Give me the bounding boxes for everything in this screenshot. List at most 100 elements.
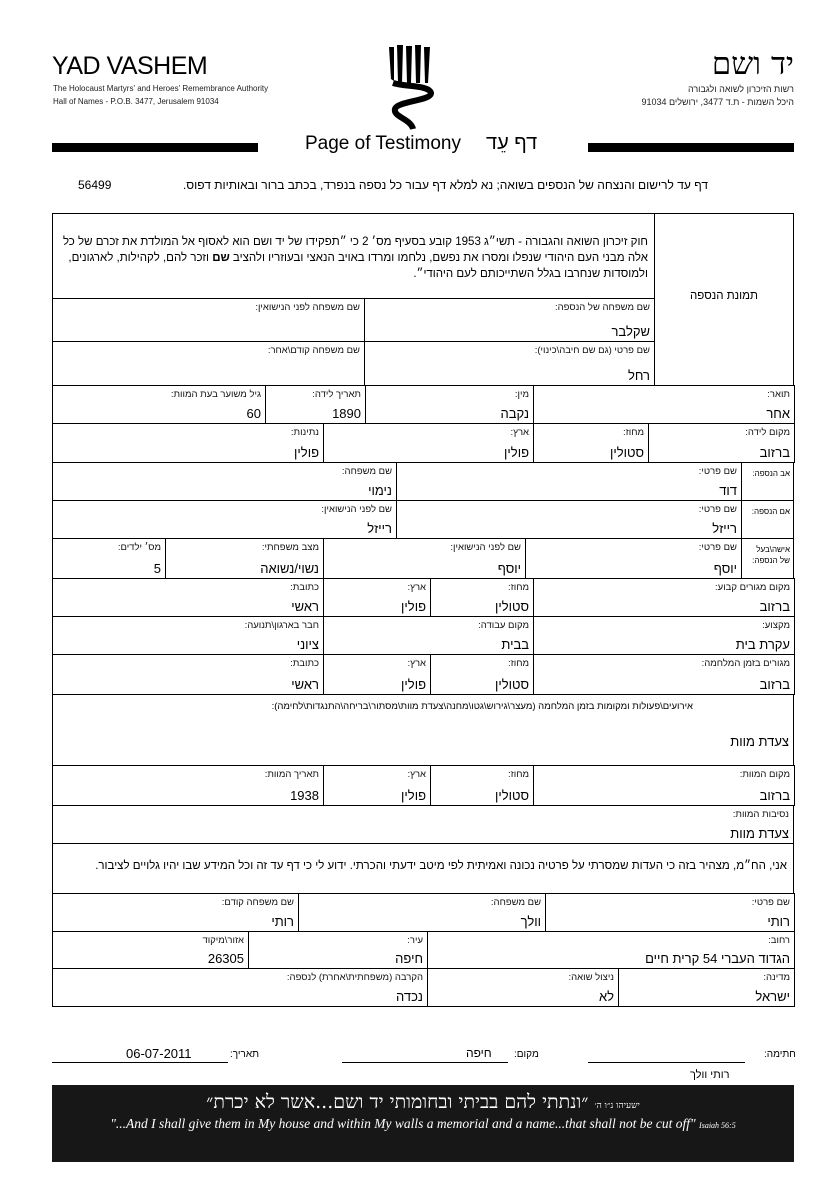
field-label: שם לפני הנישואין: (321, 504, 392, 515)
place-value: חיפה (466, 1046, 492, 1060)
submitter-city-field[interactable]: עיר: חיפה (248, 931, 428, 969)
residence-district-field[interactable]: מחוז: סטולין (430, 578, 534, 617)
field-value: ראשי (291, 677, 319, 692)
death-district-field[interactable]: מחוז: סטולין (430, 765, 534, 806)
victim-surname-field[interactable]: שם משפחה של הנספה: שקלבר (364, 298, 655, 342)
field-value: סטולין (494, 599, 529, 614)
field-value: סטולין (494, 788, 529, 803)
date-line[interactable] (52, 1061, 228, 1063)
field-label: מחוז: (508, 582, 529, 593)
victim-title-field[interactable]: תואר: אחר (533, 385, 795, 424)
field-label: שם פרטי: (698, 466, 737, 477)
residence-place-field[interactable]: מקום מגורים קבוע: ברזוב (533, 578, 795, 617)
field-label: מין: (514, 389, 529, 400)
field-value: 60 (246, 406, 261, 421)
mother-maiden-name-field[interactable]: שם לפני הנישואין: רייזל (52, 500, 397, 539)
field-value: נשוי/נשואה (260, 561, 319, 576)
submitter-country-field[interactable]: מדינה: ישראל (618, 968, 795, 1007)
war-residence-place-field[interactable]: מגורים בזמן המלחמה: ברזוב (533, 654, 795, 695)
death-date-field[interactable]: תאריך המוות: 1938 (52, 765, 324, 806)
spouse-first-name-field[interactable]: שם פרטי: יוסף (525, 538, 742, 579)
birth-country-field[interactable]: ארץ: פולין (323, 423, 534, 463)
residence-country-field[interactable]: ארץ: פולין (323, 578, 431, 617)
submitter-first-name-field[interactable]: שם פרטי: רותי (545, 893, 795, 932)
events-field[interactable]: אירועים\פעולות ומקומות בזמן המלחמה (מעצר… (52, 694, 794, 766)
submitter-zip-field[interactable]: אזור\מיקוד 26305 (52, 931, 249, 969)
field-value: אחר (766, 406, 790, 421)
org-subtitle-en: The Holocaust Martyrs' and Heroes' Remem… (53, 84, 269, 93)
field-label: שם פרטי (גם שם חיבה\כינוי): (534, 345, 650, 356)
quote-text-he: ״ונתתי להם בביתי ובחומותי יד ושם...אשר ל… (206, 1091, 589, 1113)
signature-label: חתימה: (764, 1049, 796, 1060)
field-value: פולין (401, 599, 426, 614)
page-title-he: דף עֵד (486, 132, 538, 154)
org-name-he: יד ושם (711, 46, 794, 82)
field-value: 1890 (332, 406, 361, 421)
field-label: רחוב: (768, 935, 790, 946)
mother-label: אם הנספה: (751, 507, 790, 516)
divider-bar-right (588, 143, 794, 152)
field-value: רייזל (367, 521, 392, 536)
field-value: יוסף (497, 561, 521, 576)
org-address-en: Hall of Names - P.O.B. 3477, Jerusalem 9… (53, 97, 219, 106)
submitter-survivor-field[interactable]: ניצול שואה: לא (427, 968, 619, 1007)
quote-source-en: Isaiah 56:5 (699, 1121, 736, 1130)
victim-photo-box[interactable]: תמונת הנספה (654, 213, 794, 386)
death-country-field[interactable]: ארץ: פולין (323, 765, 431, 806)
field-label: גיל משוער בעת המוות: (170, 389, 261, 400)
submitter-prev-surname-field[interactable]: שם משפחה קודם: רותי (52, 893, 299, 932)
field-value: פולין (401, 677, 426, 692)
field-label: מגורים בזמן המלחמה: (701, 658, 790, 669)
victim-birth-date-field[interactable]: תאריך לידה: 1890 (265, 385, 366, 424)
field-value: פולין (504, 445, 529, 460)
war-residence-district-field[interactable]: מחוז: סטולין (430, 654, 534, 695)
mother-side-cell: אם הנספה: (741, 500, 794, 539)
submitter-surname-field[interactable]: שם משפחה: וולך (298, 893, 546, 932)
father-first-name-field[interactable]: שם פרטי: דוד (396, 462, 742, 501)
birth-place-field[interactable]: מקום לידה: ברזוב (648, 423, 795, 463)
residence-address-field[interactable]: כתובת: ראשי (52, 578, 324, 617)
field-value: רותי (271, 914, 294, 929)
victim-first-name-field[interactable]: שם פרטי (גם שם חיבה\כינוי): רחל (364, 341, 655, 386)
war-residence-address-field[interactable]: כתובת: ראשי (52, 654, 324, 695)
field-label: שם משפחה לפני הנישואין: (255, 302, 360, 313)
submitter-relation-field[interactable]: הקרבה (משפחתית\אחרת) לנספה: נכדה (52, 968, 428, 1007)
birth-district-field[interactable]: מחוז: סטולין (533, 423, 649, 463)
work-place-field[interactable]: מקום עבודה: בבית (323, 616, 534, 655)
marital-status-field[interactable]: מצב משפחתי: נשוי/נשואה (165, 538, 324, 579)
organization-field[interactable]: חבר בארגון\תנועה: ציוני (52, 616, 324, 655)
field-label: מקום המוות: (739, 769, 790, 780)
field-label: ארץ: (510, 427, 529, 438)
field-label: שם משפחה: (490, 897, 541, 908)
field-label: אזור\מיקוד (202, 935, 244, 946)
events-value: צעדת מוות (730, 734, 789, 749)
spouse-maiden-name-field[interactable]: שם לפני הנישואין: יוסף (323, 538, 526, 579)
father-surname-field[interactable]: שם משפחה: נימוי (52, 462, 397, 501)
field-label: מס׳ ילדים: (117, 542, 161, 553)
victim-maiden-name-field[interactable]: שם משפחה לפני הנישואין: (52, 298, 365, 342)
death-place-field[interactable]: מקום המוות: ברזוב (533, 765, 795, 806)
law-text-bold: שם (212, 252, 230, 264)
field-value: עקרת בית (735, 637, 790, 652)
war-residence-country-field[interactable]: ארץ: פולין (323, 654, 431, 695)
children-count-field[interactable]: מס׳ ילדים: 5 (52, 538, 166, 579)
signature-line[interactable] (588, 1061, 745, 1063)
field-label: שם פרטי: (698, 504, 737, 515)
mother-first-name-field[interactable]: שם פרטי: רייזל (396, 500, 742, 539)
nationality-field[interactable]: נתינות: פולין (52, 423, 324, 463)
instructions: דף עד לרישום והנצחה של הנספים בשואה; נא … (182, 178, 708, 192)
field-value: ברזוב (759, 445, 790, 460)
submitter-street-field[interactable]: רחוב: הגדוד העברי 54 קרית חיים (427, 931, 795, 969)
field-label: שם פרטי: (698, 542, 737, 553)
victim-age-field[interactable]: גיל משוער בעת המוות: 60 (52, 385, 266, 424)
field-label: מקום עבודה: (478, 620, 529, 631)
field-label: חבר בארגון\תנועה: (244, 620, 319, 631)
victim-prev-surname-field[interactable]: שם משפחה קודם\אחר: (52, 341, 365, 386)
victim-gender-field[interactable]: מין: נקבה (365, 385, 534, 424)
profession-field[interactable]: מקצוע: עקרת בית (533, 616, 795, 655)
field-value: ראשי (291, 599, 319, 614)
death-circumstances-field[interactable]: נסיבות המוות: צעדת מוות (52, 805, 794, 844)
place-line[interactable] (342, 1061, 508, 1063)
field-value: 1938 (290, 788, 319, 803)
law-text-part: חוק זיכרון השואה והגבורה - תשי״ג 1953 קו… (62, 236, 648, 264)
